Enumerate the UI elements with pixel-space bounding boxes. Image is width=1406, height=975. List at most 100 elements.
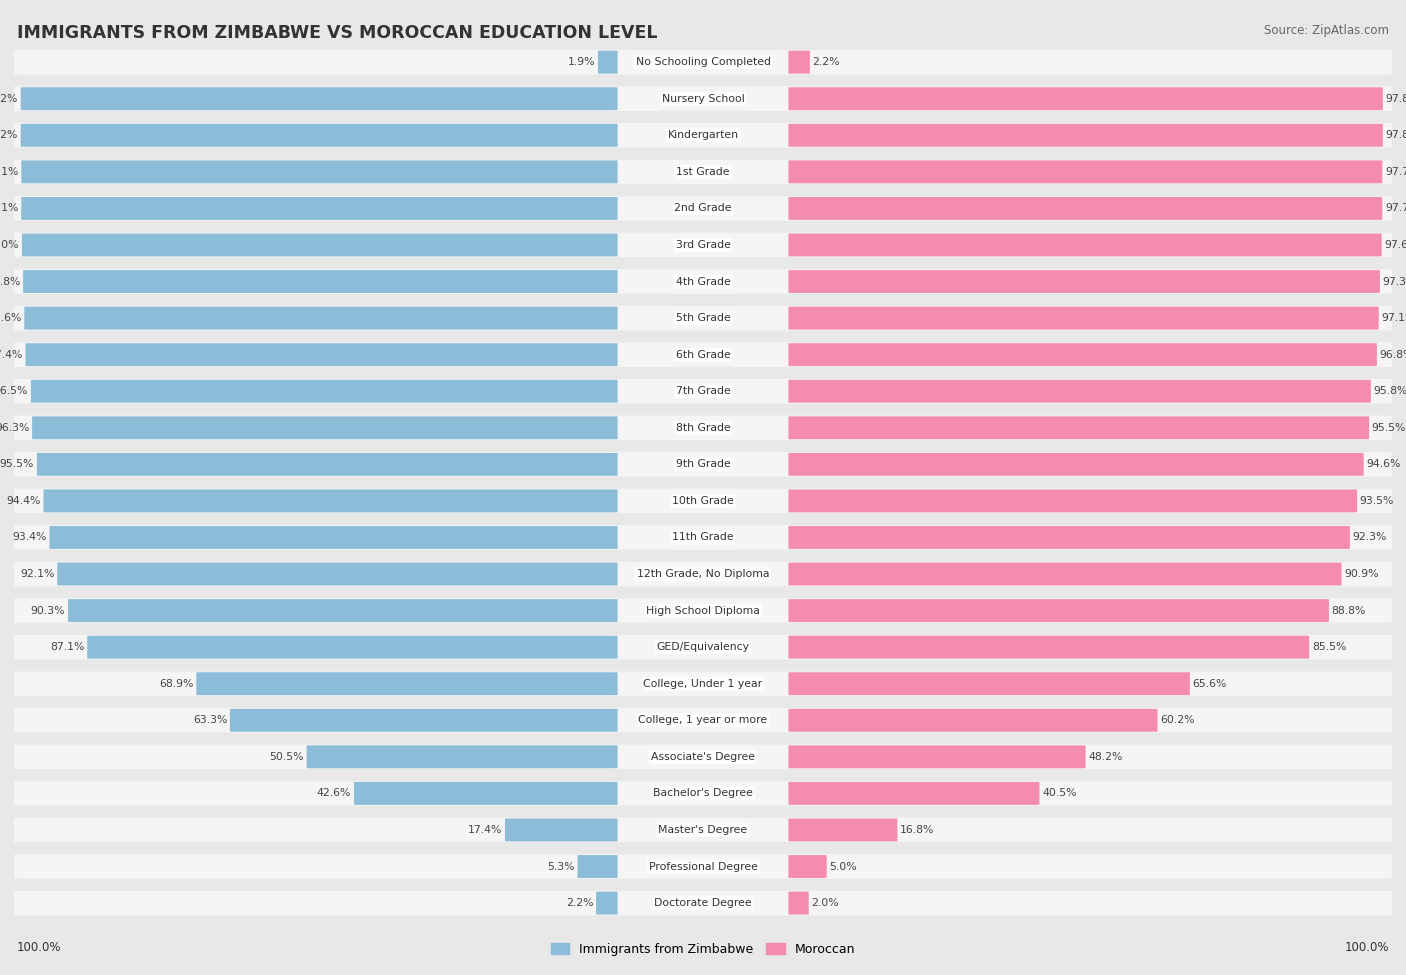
Text: 5th Grade: 5th Grade: [676, 313, 730, 323]
Text: Bachelor's Degree: Bachelor's Degree: [652, 789, 754, 799]
Text: 3rd Grade: 3rd Grade: [675, 240, 731, 250]
Text: 95.8%: 95.8%: [1374, 386, 1406, 396]
FancyBboxPatch shape: [21, 197, 617, 219]
FancyBboxPatch shape: [67, 600, 617, 622]
Text: 16.8%: 16.8%: [900, 825, 935, 835]
FancyBboxPatch shape: [21, 161, 617, 183]
Text: 88.8%: 88.8%: [1331, 605, 1367, 615]
Text: 98.2%: 98.2%: [0, 94, 18, 103]
Text: IMMIGRANTS FROM ZIMBABWE VS MOROCCAN EDUCATION LEVEL: IMMIGRANTS FROM ZIMBABWE VS MOROCCAN EDU…: [17, 24, 658, 42]
Text: Source: ZipAtlas.com: Source: ZipAtlas.com: [1264, 24, 1389, 37]
Text: Master's Degree: Master's Degree: [658, 825, 748, 835]
Text: College, Under 1 year: College, Under 1 year: [644, 679, 762, 688]
Text: 97.1%: 97.1%: [1382, 313, 1406, 323]
FancyBboxPatch shape: [307, 746, 617, 768]
FancyBboxPatch shape: [14, 452, 1392, 477]
FancyBboxPatch shape: [789, 892, 808, 915]
Text: 4th Grade: 4th Grade: [676, 277, 730, 287]
Text: 48.2%: 48.2%: [1088, 752, 1123, 761]
Text: Nursery School: Nursery School: [662, 94, 744, 103]
FancyBboxPatch shape: [58, 563, 617, 585]
Text: 17.4%: 17.4%: [468, 825, 502, 835]
FancyBboxPatch shape: [789, 197, 1382, 219]
Text: 97.7%: 97.7%: [1385, 167, 1406, 176]
FancyBboxPatch shape: [789, 600, 1329, 622]
Text: 95.5%: 95.5%: [1372, 423, 1406, 433]
FancyBboxPatch shape: [14, 708, 1392, 732]
FancyBboxPatch shape: [14, 415, 1392, 440]
Text: 85.5%: 85.5%: [1312, 643, 1347, 652]
FancyBboxPatch shape: [789, 343, 1376, 366]
FancyBboxPatch shape: [789, 307, 1379, 330]
FancyBboxPatch shape: [789, 782, 1039, 804]
Text: 96.8%: 96.8%: [1379, 350, 1406, 360]
FancyBboxPatch shape: [789, 819, 897, 841]
FancyBboxPatch shape: [789, 489, 1357, 512]
Text: 2nd Grade: 2nd Grade: [675, 204, 731, 214]
FancyBboxPatch shape: [789, 88, 1384, 110]
Text: 63.3%: 63.3%: [193, 716, 228, 725]
FancyBboxPatch shape: [14, 526, 1392, 550]
Text: 93.4%: 93.4%: [13, 532, 46, 542]
FancyBboxPatch shape: [14, 562, 1392, 586]
Text: 98.2%: 98.2%: [0, 131, 18, 140]
FancyBboxPatch shape: [789, 124, 1384, 146]
FancyBboxPatch shape: [14, 635, 1392, 659]
FancyBboxPatch shape: [21, 88, 617, 110]
Text: 97.3%: 97.3%: [1382, 277, 1406, 287]
Text: 92.1%: 92.1%: [20, 569, 55, 579]
Text: 50.5%: 50.5%: [270, 752, 304, 761]
Text: 98.0%: 98.0%: [0, 240, 20, 250]
FancyBboxPatch shape: [44, 489, 617, 512]
Text: 5.3%: 5.3%: [547, 862, 575, 872]
FancyBboxPatch shape: [789, 416, 1369, 439]
Text: Associate's Degree: Associate's Degree: [651, 752, 755, 761]
FancyBboxPatch shape: [22, 234, 617, 256]
Text: 2.2%: 2.2%: [565, 898, 593, 908]
FancyBboxPatch shape: [49, 526, 617, 549]
FancyBboxPatch shape: [37, 453, 617, 476]
Text: 98.1%: 98.1%: [0, 204, 18, 214]
FancyBboxPatch shape: [789, 746, 1085, 768]
FancyBboxPatch shape: [789, 380, 1371, 403]
FancyBboxPatch shape: [25, 343, 617, 366]
FancyBboxPatch shape: [598, 51, 617, 73]
Text: Doctorate Degree: Doctorate Degree: [654, 898, 752, 908]
FancyBboxPatch shape: [14, 488, 1392, 513]
FancyBboxPatch shape: [14, 87, 1392, 111]
Text: 10th Grade: 10th Grade: [672, 496, 734, 506]
Text: Professional Degree: Professional Degree: [648, 862, 758, 872]
Text: 93.5%: 93.5%: [1360, 496, 1395, 506]
FancyBboxPatch shape: [14, 745, 1392, 769]
Text: 100.0%: 100.0%: [1344, 941, 1389, 954]
FancyBboxPatch shape: [14, 306, 1392, 331]
FancyBboxPatch shape: [14, 379, 1392, 404]
FancyBboxPatch shape: [14, 891, 1392, 916]
Text: 11th Grade: 11th Grade: [672, 532, 734, 542]
Text: No Schooling Completed: No Schooling Completed: [636, 58, 770, 67]
FancyBboxPatch shape: [14, 50, 1392, 74]
FancyBboxPatch shape: [789, 855, 827, 878]
Legend: Immigrants from Zimbabwe, Moroccan: Immigrants from Zimbabwe, Moroccan: [546, 938, 860, 961]
FancyBboxPatch shape: [789, 526, 1350, 549]
Text: College, 1 year or more: College, 1 year or more: [638, 716, 768, 725]
FancyBboxPatch shape: [14, 672, 1392, 696]
FancyBboxPatch shape: [14, 269, 1392, 293]
FancyBboxPatch shape: [789, 673, 1189, 695]
Text: 94.6%: 94.6%: [1367, 459, 1400, 469]
FancyBboxPatch shape: [197, 673, 617, 695]
FancyBboxPatch shape: [14, 342, 1392, 367]
Text: 12th Grade, No Diploma: 12th Grade, No Diploma: [637, 569, 769, 579]
FancyBboxPatch shape: [14, 160, 1392, 184]
Text: 2.2%: 2.2%: [813, 58, 841, 67]
Text: 94.4%: 94.4%: [7, 496, 41, 506]
Text: 87.1%: 87.1%: [51, 643, 84, 652]
FancyBboxPatch shape: [354, 782, 617, 804]
FancyBboxPatch shape: [87, 636, 617, 658]
Text: 90.3%: 90.3%: [31, 605, 65, 615]
Text: 9th Grade: 9th Grade: [676, 459, 730, 469]
Text: 65.6%: 65.6%: [1192, 679, 1227, 688]
Text: 97.8%: 97.8%: [1386, 94, 1406, 103]
Text: 1.9%: 1.9%: [568, 58, 595, 67]
FancyBboxPatch shape: [789, 709, 1157, 731]
